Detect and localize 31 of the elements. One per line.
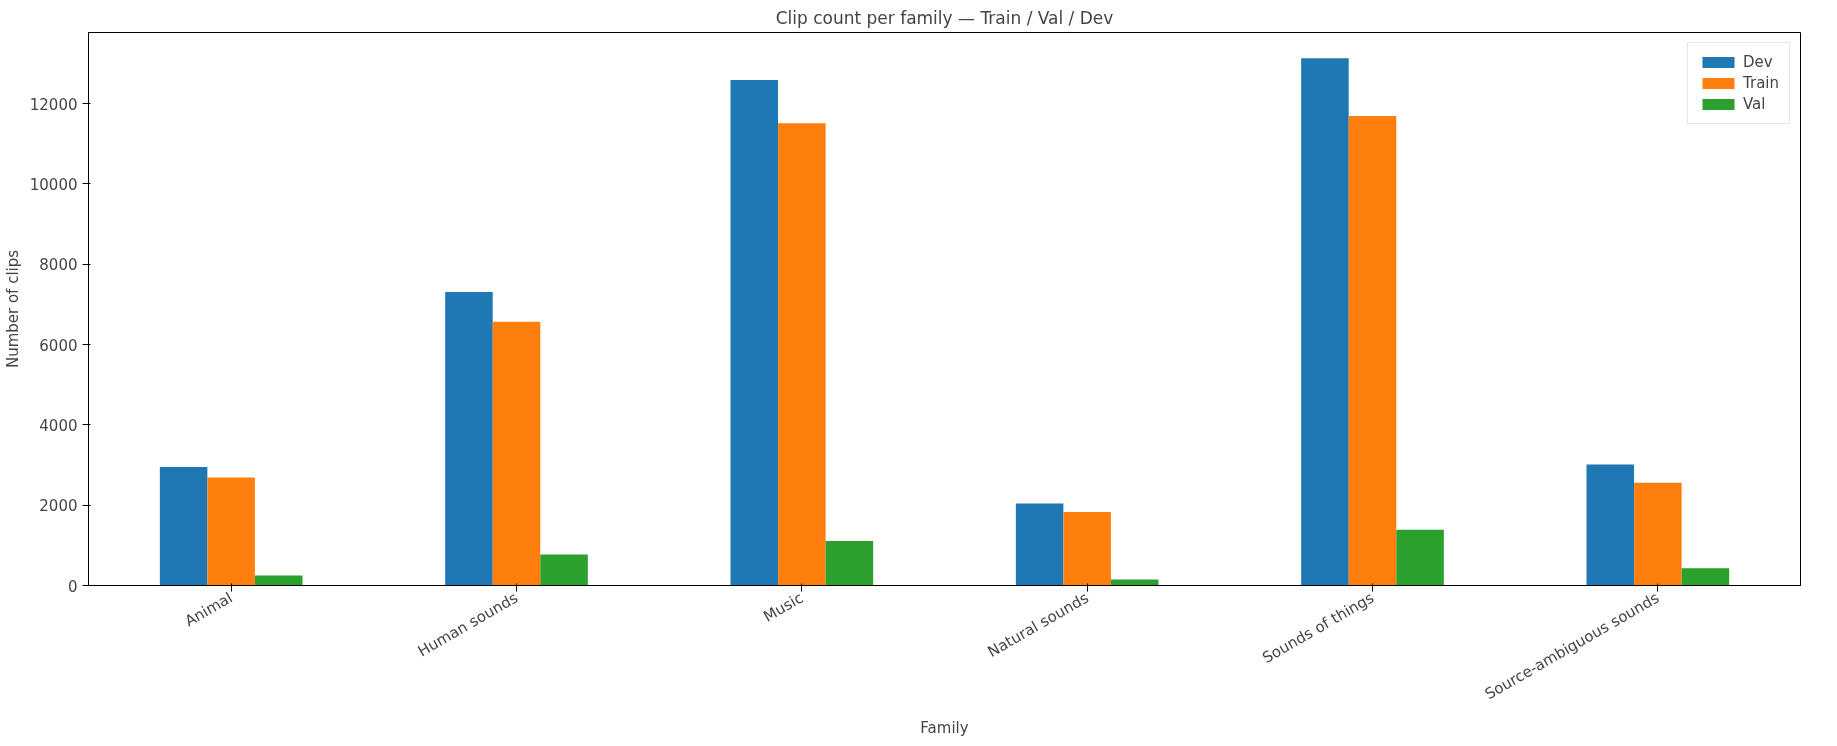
bar [1301,58,1349,586]
y-tick-label: 2000 [39,497,78,516]
bar [159,467,208,586]
bar [1586,464,1635,586]
bar [1063,512,1111,586]
bar [1015,503,1064,586]
y-tick-label: 10000 [29,175,78,194]
bar [492,321,541,586]
x-axis-title: Family [920,719,969,738]
bar [540,554,588,586]
bar [1348,116,1397,586]
bar [825,540,874,586]
bar [1681,568,1730,586]
bar [1634,482,1682,586]
y-tick-label: 6000 [39,336,78,355]
bar [207,477,255,586]
bar [445,291,493,586]
y-axis-title: Number of clips [3,249,22,369]
y-tick-label: 0 [67,577,78,596]
bar [1110,579,1159,586]
y-tick-label: 12000 [29,95,78,114]
bar [730,79,779,586]
bar [1396,529,1444,586]
legend-label: Val [1743,95,1766,113]
bar [778,123,826,586]
legend-label: Dev [1743,53,1773,71]
legend-label: Train [1743,74,1779,92]
chart-title: Clip count per family — Train / Val / Dev [775,7,1114,28]
y-tick-label: 4000 [39,416,78,435]
bar [254,575,303,586]
y-tick-label: 8000 [39,256,78,275]
